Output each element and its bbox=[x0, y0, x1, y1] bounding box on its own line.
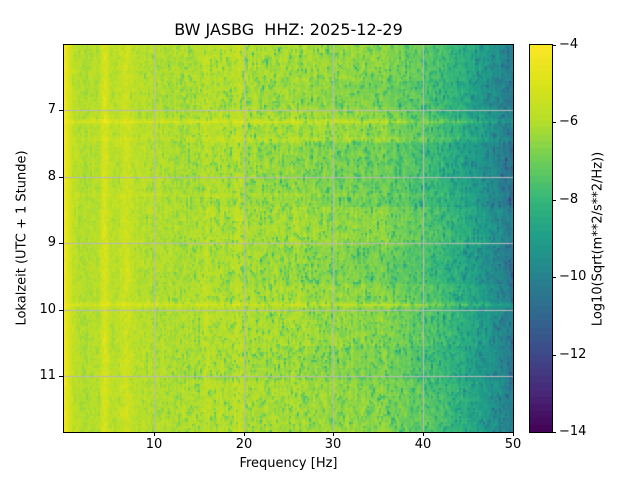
plot-area bbox=[63, 44, 514, 433]
x-tick-mark bbox=[423, 432, 424, 436]
x-tick-label: 10 bbox=[145, 437, 163, 452]
colorbar-tick-label: −8 bbox=[559, 192, 579, 207]
colorbar-tick-label: −6 bbox=[559, 114, 579, 129]
spectrogram-canvas bbox=[64, 45, 513, 432]
x-tick-mark bbox=[244, 432, 245, 436]
x-tick-label: 50 bbox=[504, 437, 522, 452]
colorbar bbox=[529, 44, 553, 433]
colorbar-tick-label: −4 bbox=[559, 37, 579, 52]
y-tick-mark bbox=[59, 243, 63, 244]
y-tick-mark bbox=[59, 177, 63, 178]
x-tick-mark bbox=[333, 432, 334, 436]
y-tick-label: 10 bbox=[39, 302, 56, 317]
x-axis-label: Frequency [Hz] bbox=[239, 456, 338, 471]
plot-title: BW JASBG HHZ: 2025-12-29 bbox=[174, 20, 403, 39]
y-tick-label: 11 bbox=[39, 368, 56, 383]
y-tick-label: 9 bbox=[47, 235, 56, 250]
y-tick-mark bbox=[59, 110, 63, 111]
colorbar-tick-label: −14 bbox=[559, 424, 587, 439]
colorbar-tick-mark bbox=[552, 45, 556, 46]
y-tick-label: 7 bbox=[47, 102, 56, 117]
y-tick-label: 8 bbox=[47, 169, 56, 184]
y-tick-mark bbox=[59, 376, 63, 377]
colorbar-tick-mark bbox=[552, 200, 556, 201]
colorbar-tick-mark bbox=[552, 277, 556, 278]
x-tick-label: 40 bbox=[414, 437, 432, 452]
x-tick-label: 30 bbox=[324, 437, 342, 452]
colorbar-tick-label: −10 bbox=[559, 269, 587, 284]
x-tick-mark bbox=[154, 432, 155, 436]
y-tick-mark bbox=[59, 310, 63, 311]
colorbar-tick-mark bbox=[552, 432, 556, 433]
x-tick-label: 20 bbox=[235, 437, 253, 452]
colorbar-tick-label: −12 bbox=[559, 347, 587, 362]
colorbar-label: Log10(Sqrt(m**2/s**2/Hz)) bbox=[590, 151, 606, 327]
x-tick-mark bbox=[513, 432, 514, 436]
colorbar-tick-mark bbox=[552, 122, 556, 123]
colorbar-canvas bbox=[530, 45, 552, 432]
colorbar-tick-mark bbox=[552, 355, 556, 356]
